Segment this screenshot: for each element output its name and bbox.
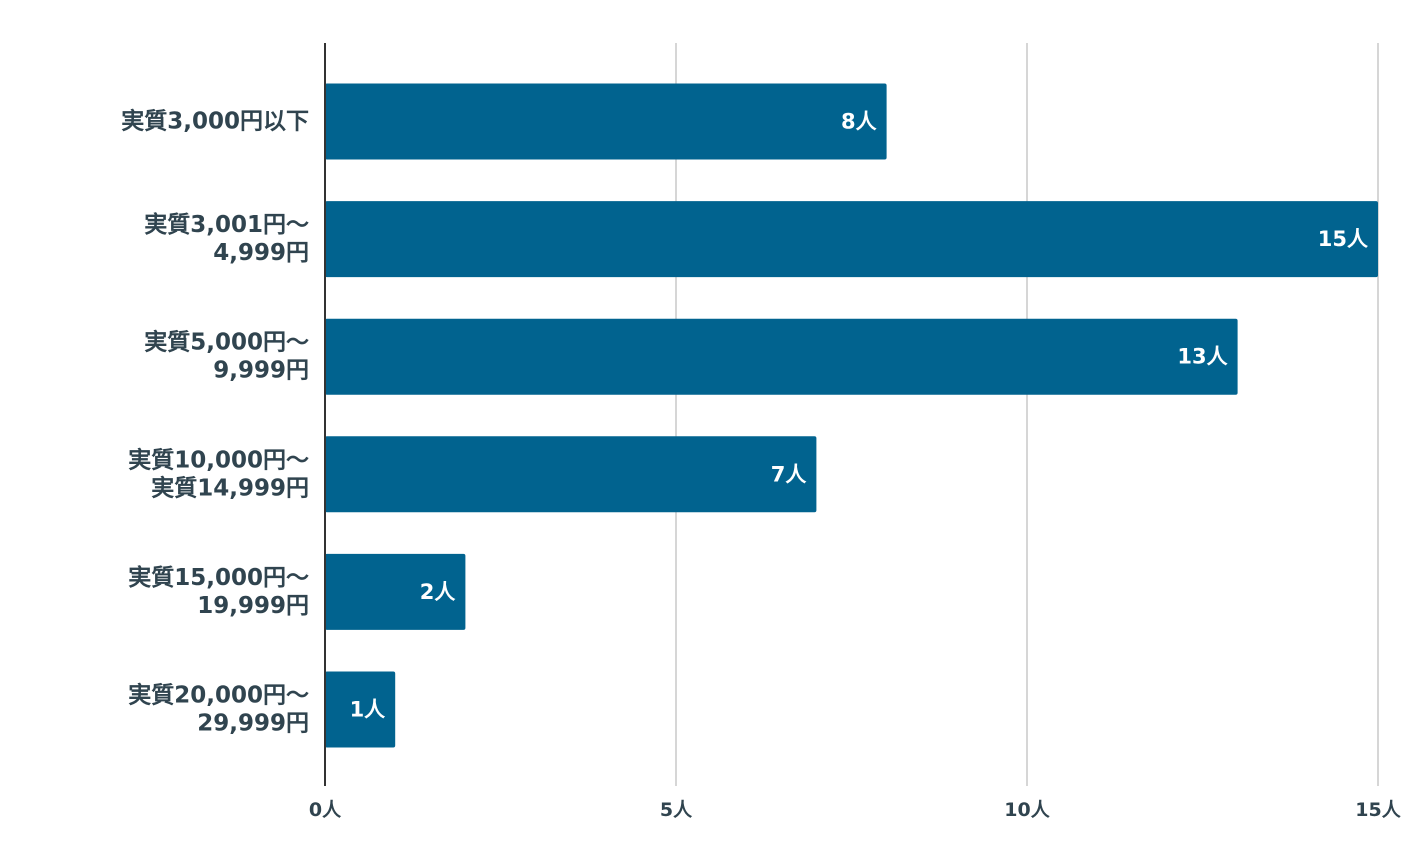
bars	[325, 83, 1378, 748]
category-label-line: 4,999円	[213, 240, 309, 266]
category-label-line: 29,999円	[197, 711, 309, 737]
bar-value-label: 1人	[350, 698, 386, 722]
category-label-line: 実質20,000円〜	[128, 682, 309, 709]
category-label-line: 実質3,001円〜	[144, 211, 309, 238]
category-label-line: 実質3,000円以下	[121, 108, 309, 135]
bar-1	[325, 83, 887, 160]
bar-5	[325, 553, 466, 630]
x-tick-label: 10人	[1004, 799, 1050, 821]
x-tick-label: 0人	[309, 799, 342, 821]
bar-value-label: 2人	[420, 580, 456, 604]
category-label-line: 19,999円	[197, 593, 309, 619]
category-label-line: 実質15,000円〜	[128, 564, 309, 591]
bar-value-label: 13人	[1177, 345, 1227, 369]
bar-value-label: 15人	[1318, 227, 1368, 251]
category-label: 実質15,000円〜 19,999円	[128, 564, 309, 619]
bar-6	[325, 671, 396, 748]
gridlines	[675, 43, 1379, 786]
x-tick-label: 15人	[1355, 799, 1401, 821]
category-label: 実質20,000円〜 29,999円	[128, 682, 309, 737]
category-label-line: 実質14,999円	[151, 474, 309, 501]
x-tick-label: 5人	[660, 799, 693, 821]
category-label-line: 実質10,000円〜	[128, 446, 309, 473]
bar-4	[325, 436, 817, 513]
category-label-line: 実質5,000円〜	[144, 329, 309, 356]
bar-value-label: 8人	[841, 110, 877, 134]
category-label: 実質3,000円以下	[121, 108, 309, 135]
bar-2	[325, 201, 1378, 278]
bar-3	[325, 318, 1238, 395]
category-label: 実質10,000円〜実質14,999円	[128, 446, 309, 501]
category-label-line: 9,999円	[213, 358, 309, 384]
bar-value-label: 7人	[771, 462, 807, 486]
category-label: 実質5,000円〜 9,999円	[144, 329, 309, 384]
category-label: 実質3,001円〜 4,999円	[144, 211, 309, 266]
